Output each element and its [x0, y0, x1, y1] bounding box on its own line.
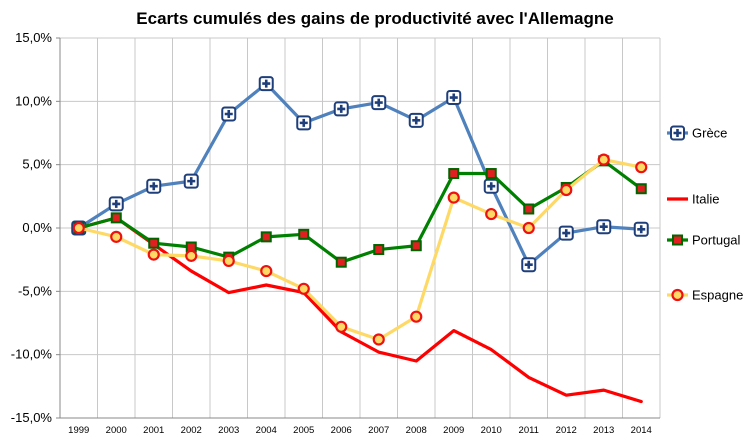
series-layer	[71, 76, 649, 404]
data-point-plus	[637, 225, 646, 234]
data-point	[597, 153, 610, 166]
data-point	[447, 191, 460, 204]
axes: 15,0% 10,0% 5,0% 0,0% -5,0% -10,0% -15,0% 1999 2…	[11, 30, 660, 436]
data-point	[635, 161, 648, 174]
legend-item: Grèce	[667, 125, 727, 141]
data-point	[260, 264, 273, 278]
x-tick-label: 2001	[143, 425, 164, 436]
y-tick-label: 10,0%	[15, 93, 52, 108]
data-point-plus	[524, 260, 533, 269]
x-tick-label: 2012	[556, 425, 577, 436]
series-line	[77, 158, 643, 342]
legend-label: Portugal	[692, 233, 741, 248]
data-point-plus	[374, 98, 383, 107]
data-point	[222, 254, 235, 268]
legend: Grèce Italie Portugal Espagne	[667, 125, 743, 303]
y-tick-label: 5,0%	[22, 157, 52, 172]
x-tick-label: 2013	[593, 425, 614, 436]
legend-label: Italie	[692, 192, 719, 207]
x-tick-label: 2004	[256, 425, 277, 436]
data-point-plus	[449, 93, 458, 102]
data-point-plus	[262, 79, 271, 88]
chart-title: Ecarts cumulés des gains de productivité…	[136, 9, 613, 28]
data-point-plus	[412, 116, 421, 125]
data-point	[298, 228, 310, 240]
data-point	[410, 310, 423, 323]
data-point-plus	[112, 199, 121, 208]
data-point	[148, 237, 160, 249]
y-tick-label: -15,0%	[11, 410, 53, 425]
x-tick-label: 1999	[68, 425, 89, 436]
data-point	[373, 244, 385, 256]
y-tick-label: -10,0%	[11, 347, 53, 362]
series-2	[73, 155, 647, 268]
x-tick-label: 2014	[631, 425, 652, 436]
legend-item: Espagne	[667, 288, 743, 303]
data-point	[335, 320, 348, 333]
legend-marker	[671, 288, 684, 302]
x-tick-label: 2010	[481, 425, 502, 436]
data-point-plus	[337, 104, 346, 113]
legend-marker-plus	[673, 129, 682, 137]
series-line	[77, 216, 643, 404]
series-line	[77, 159, 643, 264]
y-tick-label: -5,0%	[18, 283, 52, 298]
legend-label: Espagne	[692, 288, 743, 303]
x-tick-label: 2003	[218, 425, 239, 436]
data-point	[72, 221, 85, 235]
x-tick-label: 2008	[406, 425, 427, 436]
data-point-plus	[187, 177, 196, 186]
data-point-plus	[487, 182, 496, 191]
x-tick-label: 2009	[443, 425, 464, 436]
data-point-plus	[299, 118, 308, 127]
data-point	[485, 207, 498, 221]
legend-item: Portugal	[667, 233, 741, 248]
series-0	[71, 76, 649, 273]
x-tick-label: 2007	[368, 425, 389, 436]
series-3	[72, 153, 648, 346]
data-point	[410, 240, 422, 252]
x-tick-label: 2002	[181, 425, 202, 436]
y-tick-label: 15,0%	[15, 30, 52, 45]
data-point-plus	[599, 222, 608, 231]
data-point-plus	[562, 229, 571, 238]
legend-marker	[672, 234, 683, 246]
data-point	[485, 168, 497, 180]
x-tick-label: 2006	[331, 425, 352, 436]
legend-item: Italie	[667, 192, 719, 207]
data-point	[635, 183, 647, 195]
data-point	[448, 168, 460, 180]
data-point	[260, 231, 272, 243]
data-point	[560, 183, 573, 197]
y-tick-label: 0,0%	[22, 220, 52, 235]
data-point	[110, 212, 122, 224]
data-point-plus	[149, 182, 158, 191]
series-line	[77, 81, 643, 267]
data-point	[523, 203, 535, 215]
data-point	[335, 256, 347, 268]
series-1	[77, 216, 643, 404]
data-point	[522, 221, 535, 235]
data-point	[372, 333, 385, 346]
data-point-plus	[224, 110, 233, 118]
data-point	[110, 230, 123, 243]
data-point	[185, 249, 198, 262]
x-tick-label: 2005	[293, 425, 314, 436]
data-point	[297, 282, 310, 295]
data-point	[147, 248, 160, 261]
x-tick-label: 2011	[519, 425, 539, 436]
x-tick-label: 2000	[106, 425, 127, 436]
grid	[59, 37, 661, 419]
legend-label: Grèce	[692, 126, 727, 141]
